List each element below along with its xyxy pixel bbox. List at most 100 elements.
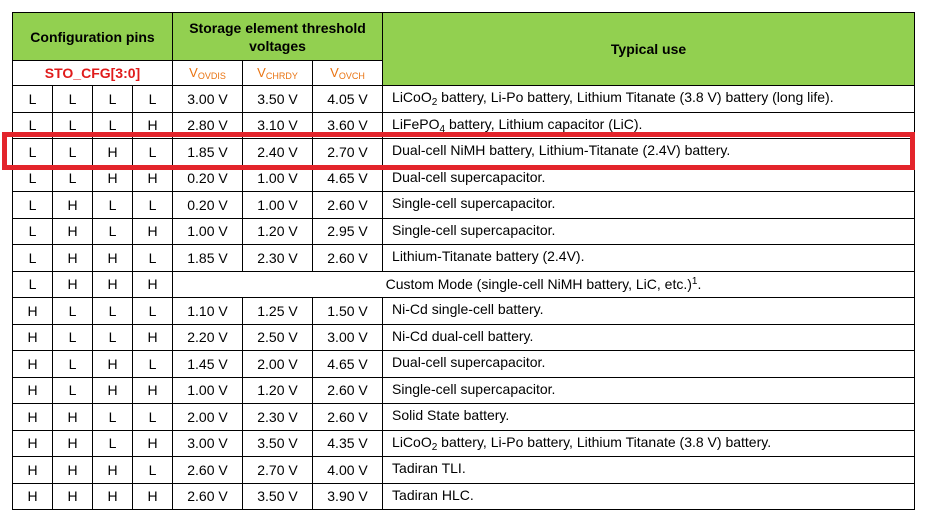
typical-use-cell: LiCoO2 battery, Li-Po battery, Lithium T…	[382, 429, 916, 457]
voltage-cell: 2.95 V	[311, 217, 384, 245]
voltage-cell: 2.60 V	[311, 403, 384, 431]
table-row: L H H H Custom Mode (single-cell NiMH batter…	[12, 270, 916, 298]
pin-cell: H	[132, 164, 173, 192]
typical-use-cell: Ni-Cd single-cell battery.	[382, 297, 916, 325]
pin-cell: L	[12, 85, 53, 113]
table-row: H H L H 3.00 V 3.50 V 4.35 V LiCoO2 battery, Li…	[12, 429, 916, 457]
pin-cell: L	[92, 403, 133, 431]
pin-cell: L	[132, 85, 173, 113]
table-row: H H H H 2.60 V 3.50 V 3.90 V Tadiran HLC.	[12, 482, 916, 510]
voltage-cell: 0.20 V	[172, 191, 243, 219]
voltage-cell: 3.90 V	[311, 482, 384, 510]
voltage-cell: 2.20 V	[172, 323, 243, 351]
pin-cell: H	[132, 482, 173, 510]
v-ovdis-header: VOVDIS	[172, 60, 243, 86]
voltage-cell: 4.65 V	[311, 164, 384, 192]
pin-cell: H	[12, 456, 53, 484]
table-row: H H L L 2.00 V 2.30 V 2.60 V Solid State batter…	[12, 403, 916, 431]
pin-cell: L	[92, 323, 133, 351]
config-table-container: Configuration pins Storage element thres…	[12, 12, 916, 510]
pin-cell: H	[92, 376, 133, 404]
typical-use-cell: Dual-cell supercapacitor.	[382, 350, 916, 378]
config-pins-header: Configuration pins	[12, 12, 173, 61]
pin-cell: H	[132, 323, 173, 351]
typical-use-cell: Single-cell supercapacitor.	[382, 217, 916, 245]
voltage-cell: 1.45 V	[172, 350, 243, 378]
pin-cell: L	[12, 191, 53, 219]
pin-cell: L	[52, 323, 93, 351]
table-row: H L H L 1.45 V 2.00 V 4.65 V Dual-cell supercap…	[12, 350, 916, 378]
typical-use-cell: Single-cell supercapacitor.	[382, 376, 916, 404]
pin-cell: H	[12, 429, 53, 457]
voltage-cell: 1.25 V	[242, 297, 313, 325]
pin-cell: H	[92, 456, 133, 484]
typical-use-cell: Dual-cell supercapacitor.	[382, 164, 916, 192]
voltage-cell: 1.00 V	[242, 164, 313, 192]
pin-cell: H	[12, 376, 53, 404]
voltage-cell: 2.30 V	[242, 403, 313, 431]
pin-cell: L	[12, 270, 53, 298]
voltage-cell: 2.60 V	[172, 482, 243, 510]
voltage-cell: 2.00 V	[242, 350, 313, 378]
voltage-cell: 4.00 V	[311, 456, 384, 484]
pin-cell: L	[92, 429, 133, 457]
pin-cell: L	[132, 244, 173, 272]
typical-use-cell: Lithium-Titanate battery (2.4V).	[382, 244, 916, 272]
pin-cell: L	[132, 138, 173, 166]
pin-cell: L	[52, 376, 93, 404]
pin-cell: H	[52, 270, 93, 298]
voltage-cell: 1.85 V	[172, 138, 243, 166]
typical-use-cell: Ni-Cd dual-cell battery.	[382, 323, 916, 351]
pin-cell: L	[52, 138, 93, 166]
pin-cell: H	[52, 456, 93, 484]
table-row: L L L H 2.80 V 3.10 V 3.60 V LiFePO4 battery, L…	[12, 111, 916, 139]
pin-cell: H	[12, 482, 53, 510]
voltage-cell: 4.05 V	[311, 85, 384, 113]
table-row: L L H L 1.85 V 2.40 V 2.70 V Dual-cell NiMH bat…	[12, 138, 916, 166]
voltage-cell: 2.70 V	[242, 456, 313, 484]
pin-cell: H	[132, 217, 173, 245]
pin-cell: H	[52, 191, 93, 219]
table-row: L H L L 0.20 V 1.00 V 2.60 V Single-cell superc…	[12, 191, 916, 219]
typical-use-header: Typical use	[382, 12, 916, 86]
v-chrdy-header: VCHRDY	[242, 60, 313, 86]
sto-cfg-header: STO_CFG[3:0]	[12, 60, 173, 86]
table-row: L H H L 1.85 V 2.30 V 2.60 V Lithium-Titanate b…	[12, 244, 916, 272]
pin-cell: H	[12, 297, 53, 325]
table-row: H L H H 1.00 V 1.20 V 2.60 V Single-cell superc…	[12, 376, 916, 404]
voltage-cell: 2.00 V	[172, 403, 243, 431]
voltage-cell: 2.40 V	[242, 138, 313, 166]
pin-cell: H	[132, 270, 173, 298]
table-row: H L L L 1.10 V 1.25 V 1.50 V Ni-Cd single-cell …	[12, 297, 916, 325]
typical-use-cell: Single-cell supercapacitor.	[382, 191, 916, 219]
pin-cell: H	[92, 270, 133, 298]
voltage-cell: 0.20 V	[172, 164, 243, 192]
pin-cell: L	[132, 297, 173, 325]
pin-cell: L	[12, 138, 53, 166]
typical-use-cell: Solid State battery.	[382, 403, 916, 431]
voltage-cell: 2.30 V	[242, 244, 313, 272]
table-row: L H L H 1.00 V 1.20 V 2.95 V Single-cell superc…	[12, 217, 916, 245]
voltage-cell: 2.60 V	[311, 376, 384, 404]
pin-cell: L	[52, 297, 93, 325]
pin-cell: H	[12, 323, 53, 351]
v-ovch-header: VOVCH	[311, 60, 384, 86]
pin-cell: L	[92, 217, 133, 245]
voltage-cell: 1.20 V	[242, 376, 313, 404]
pin-cell: L	[92, 297, 133, 325]
pin-cell: L	[52, 111, 93, 139]
threshold-voltages-header: Storage element threshold voltages	[171, 12, 384, 61]
custom-mode-cell: Custom Mode (single-cell NiMH battery, L…	[171, 270, 916, 298]
voltage-cell: 3.10 V	[242, 111, 313, 139]
pin-cell: L	[92, 191, 133, 219]
pin-cell: H	[52, 429, 93, 457]
pin-cell: L	[92, 85, 133, 113]
typical-use-cell: LiCoO2 battery, Li-Po battery, Lithium T…	[382, 85, 916, 113]
voltage-cell: 1.00 V	[172, 376, 243, 404]
voltage-cell: 3.60 V	[311, 111, 384, 139]
pin-cell: L	[132, 456, 173, 484]
table-body: L L L L 3.00 V 3.50 V 4.05 V LiCoO2 battery, Li…	[12, 85, 916, 510]
pin-cell: L	[132, 403, 173, 431]
voltage-cell: 2.60 V	[311, 244, 384, 272]
typical-use-cell: LiFePO4 battery, Lithium capacitor (LiC)…	[382, 111, 916, 139]
